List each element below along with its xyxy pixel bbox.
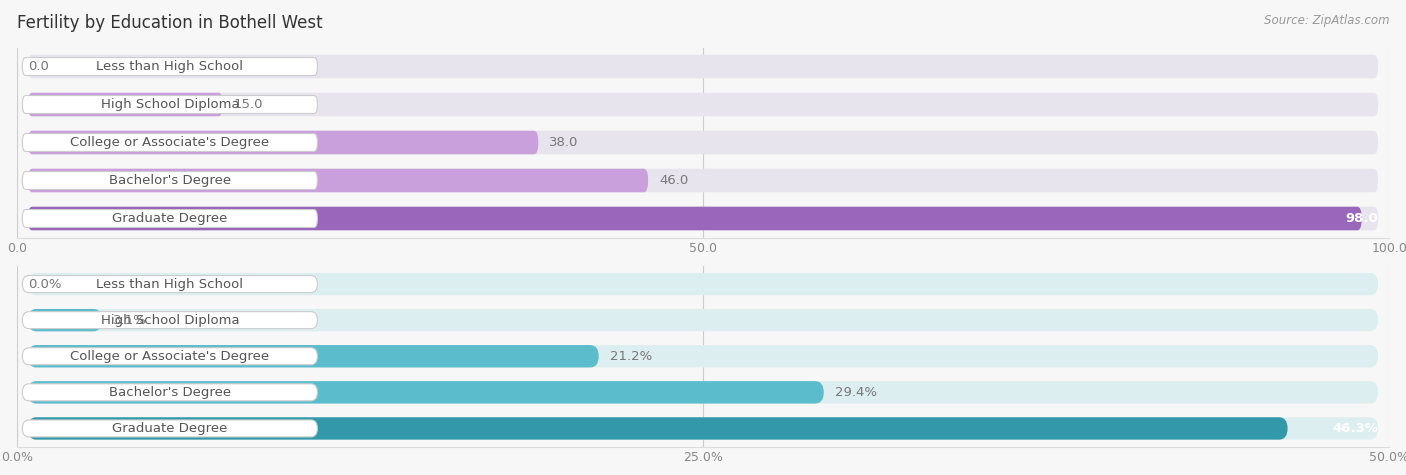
Text: High School Diploma: High School Diploma — [101, 314, 239, 327]
Text: 46.3%: 46.3% — [1331, 422, 1378, 435]
Text: Less than High School: Less than High School — [97, 60, 243, 73]
FancyBboxPatch shape — [28, 309, 1378, 332]
FancyBboxPatch shape — [22, 348, 318, 365]
Text: 15.0: 15.0 — [233, 98, 263, 111]
Text: Graduate Degree: Graduate Degree — [112, 212, 228, 225]
FancyBboxPatch shape — [22, 209, 318, 228]
FancyBboxPatch shape — [22, 171, 318, 190]
Text: Fertility by Education in Bothell West: Fertility by Education in Bothell West — [17, 14, 322, 32]
FancyBboxPatch shape — [22, 57, 318, 76]
Text: Bachelor's Degree: Bachelor's Degree — [108, 386, 231, 399]
Text: 0.0%: 0.0% — [28, 277, 62, 291]
FancyBboxPatch shape — [28, 417, 1378, 440]
FancyBboxPatch shape — [28, 93, 222, 116]
FancyBboxPatch shape — [28, 273, 1378, 295]
FancyBboxPatch shape — [28, 417, 1288, 440]
Text: College or Associate's Degree: College or Associate's Degree — [70, 136, 270, 149]
Text: 0.0: 0.0 — [28, 60, 49, 73]
Text: 38.0: 38.0 — [550, 136, 579, 149]
FancyBboxPatch shape — [28, 381, 1378, 404]
FancyBboxPatch shape — [28, 207, 1361, 230]
FancyBboxPatch shape — [22, 95, 318, 114]
FancyBboxPatch shape — [22, 276, 318, 293]
Text: Source: ZipAtlas.com: Source: ZipAtlas.com — [1264, 14, 1389, 27]
FancyBboxPatch shape — [22, 384, 318, 401]
FancyBboxPatch shape — [28, 207, 1378, 230]
Text: High School Diploma: High School Diploma — [101, 98, 239, 111]
FancyBboxPatch shape — [28, 131, 538, 154]
FancyBboxPatch shape — [28, 309, 103, 332]
Text: 29.4%: 29.4% — [835, 386, 877, 399]
Text: College or Associate's Degree: College or Associate's Degree — [70, 350, 270, 363]
FancyBboxPatch shape — [28, 381, 824, 404]
FancyBboxPatch shape — [28, 345, 1378, 368]
Text: 46.0: 46.0 — [659, 174, 689, 187]
FancyBboxPatch shape — [28, 93, 1378, 116]
Text: Bachelor's Degree: Bachelor's Degree — [108, 174, 231, 187]
FancyBboxPatch shape — [28, 169, 648, 192]
FancyBboxPatch shape — [22, 133, 318, 152]
Text: 98.0: 98.0 — [1346, 212, 1378, 225]
FancyBboxPatch shape — [22, 312, 318, 329]
Text: 3.1%: 3.1% — [112, 314, 146, 327]
FancyBboxPatch shape — [28, 169, 1378, 192]
FancyBboxPatch shape — [28, 345, 599, 368]
Text: 21.2%: 21.2% — [610, 350, 652, 363]
FancyBboxPatch shape — [22, 420, 318, 437]
FancyBboxPatch shape — [28, 131, 1378, 154]
Text: Less than High School: Less than High School — [97, 277, 243, 291]
Text: Graduate Degree: Graduate Degree — [112, 422, 228, 435]
FancyBboxPatch shape — [28, 55, 1378, 78]
